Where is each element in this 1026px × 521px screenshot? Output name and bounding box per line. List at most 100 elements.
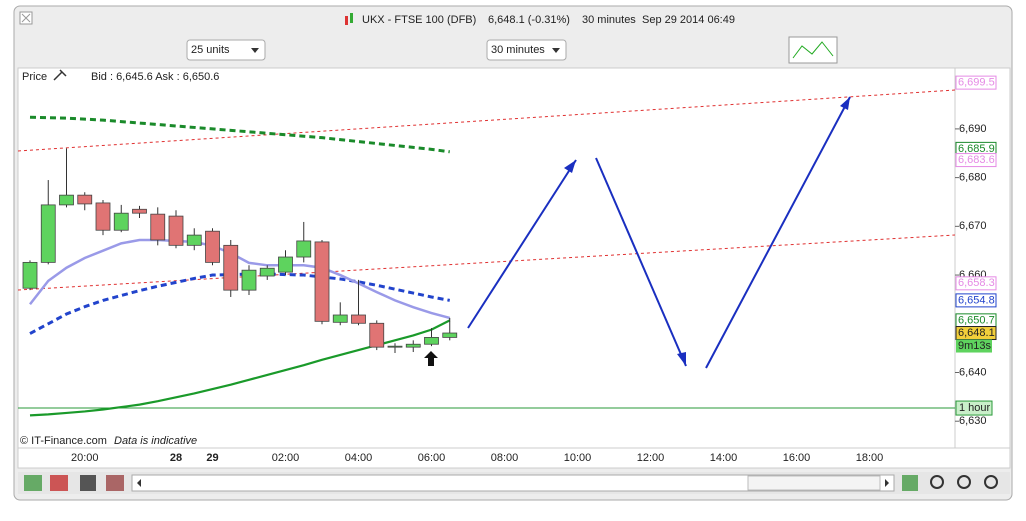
candle-body: [132, 208, 147, 214]
units-select[interactable]: [186, 39, 266, 61]
dropdown-arrow: [251, 48, 259, 53]
x-tick-label: 10:00: [564, 452, 592, 464]
x-tick-label: 08:00: [491, 452, 519, 464]
toolbar-button[interactable]: [50, 475, 68, 491]
price-tag-label: 6,685.9: [958, 143, 995, 155]
candle-body: [22, 261, 38, 289]
toolbar-button[interactable]: [80, 475, 96, 491]
arrow-head: [840, 97, 850, 110]
x-tick-label: 18:00: [856, 452, 884, 464]
candle-body: [205, 230, 220, 263]
drawn-arrow: [467, 159, 577, 329]
level-tag: [955, 400, 993, 416]
x-tick-label: 29: [206, 452, 218, 464]
candle-body: [424, 337, 439, 345]
price-tag-label: 6,699.5: [958, 77, 995, 89]
candle-body: [77, 194, 93, 205]
toolbar-button[interactable]: [106, 475, 124, 491]
candle-body: [241, 269, 257, 291]
x-tick-label: 16:00: [783, 452, 811, 464]
y-tick-label: 6,640: [959, 366, 987, 378]
x-tick-label: 14:00: [710, 452, 738, 464]
candle-body: [387, 345, 403, 348]
price-tag-label: 6,650.7: [958, 314, 995, 326]
candle-body: [186, 234, 202, 246]
candle-body: [405, 343, 421, 348]
x-tick-label: 12:00: [637, 452, 665, 464]
window-title: UKX - FTSE 100 (DFB): [362, 14, 476, 26]
candle-body: [223, 244, 239, 291]
time-axis: [17, 447, 1011, 469]
indicator-line: [29, 238, 451, 320]
price-label: Price: [22, 71, 47, 83]
countdown-tag: [956, 339, 992, 353]
drawn-arrow: [705, 96, 851, 369]
candle-body: [168, 215, 184, 246]
candle-body: [150, 213, 166, 241]
candle-body: [278, 256, 293, 273]
trend-line: [17, 89, 956, 152]
candle-body: [259, 267, 275, 277]
units-select-text: 25 units: [191, 44, 230, 56]
price-tag: [955, 293, 997, 308]
plot-area: [17, 67, 956, 449]
indicator-line: [29, 272, 451, 335]
timestamp: Sep 29 2014 06:49: [642, 14, 735, 26]
scroll-thumb[interactable]: [747, 475, 881, 491]
title-icon: [345, 16, 348, 25]
arrow-head: [564, 160, 576, 173]
price-tag-label: 6,654.8: [958, 294, 995, 306]
candle-body: [351, 314, 366, 324]
y-tick-label: 6,630: [959, 415, 987, 427]
candle-body: [442, 332, 458, 338]
x-tick-label: 20:00: [71, 452, 99, 464]
price-tag-label: 6,648.1: [958, 327, 995, 339]
candle-body: [113, 212, 129, 231]
title-icon: [350, 13, 353, 23]
zoom-in[interactable]: [984, 475, 998, 489]
marker-arrow: [424, 351, 438, 366]
zoom-out[interactable]: [957, 475, 971, 489]
price-axis: [954, 67, 1011, 449]
x-tick-label: 04:00: [345, 452, 373, 464]
tools-icon: [792, 41, 834, 59]
x-tick-label: 28: [170, 452, 182, 464]
dropdown-arrow: [552, 48, 560, 53]
indicator-line: [29, 115, 450, 154]
x-tick-label: 02:00: [272, 452, 300, 464]
candle-body: [369, 322, 385, 348]
interval-select[interactable]: [486, 39, 567, 61]
price-tag-label: 6,683.6: [958, 154, 995, 166]
level-label: 1 hour: [959, 402, 991, 414]
y-tick-label: 6,670: [959, 220, 987, 232]
copyright: © IT-Finance.com: [20, 435, 107, 447]
x-tick-label: 06:00: [418, 452, 446, 464]
price-tag: [955, 75, 997, 90]
quote: 6,648.1 (-0.31%): [488, 14, 570, 26]
price-tag: [955, 153, 997, 168]
trend-line: [17, 234, 956, 291]
price-tag-label: 6,658.3: [958, 277, 995, 289]
tools-button[interactable]: [788, 36, 838, 64]
toolbar-button[interactable]: [902, 475, 918, 491]
candle-body: [95, 202, 111, 231]
candle-body: [332, 314, 348, 323]
countdown: 9m13s: [958, 340, 992, 352]
toolbar-button[interactable]: [24, 475, 42, 491]
drawn-arrow: [595, 157, 687, 367]
candle-body: [296, 240, 312, 258]
bid-ask: Bid : 6,645.6 Ask : 6,650.6: [91, 71, 219, 83]
y-tick-label: 6,680: [959, 172, 987, 184]
disclaimer: Data is indicative: [114, 435, 197, 447]
settings-icon[interactable]: [53, 69, 67, 81]
y-tick-label: 6,690: [959, 123, 987, 135]
candle-body: [59, 194, 74, 206]
scrollbar[interactable]: [131, 474, 895, 492]
zoom-fit[interactable]: [930, 475, 944, 489]
candle-body: [314, 241, 330, 322]
interval: 30 minutes: [582, 14, 636, 26]
close-icon: [21, 13, 31, 23]
interval-select-text: 30 minutes: [491, 44, 545, 56]
price-tag: [955, 276, 997, 291]
